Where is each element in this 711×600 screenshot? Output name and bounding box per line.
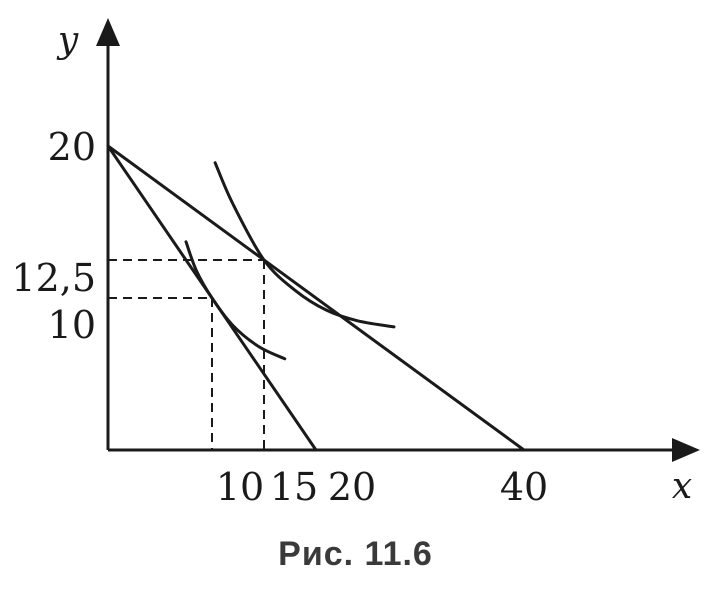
budget-line — [106, 144, 526, 452]
x-axis-arrow-icon — [672, 438, 700, 462]
figure-caption: Рис. 11.6 — [278, 535, 433, 573]
x-axis-label: x — [672, 466, 692, 507]
y-axis-arrow-icon — [96, 18, 120, 46]
x-tick-label: 20 — [328, 465, 376, 509]
guide-lines — [108, 259, 265, 450]
x-tick-label: 10 — [216, 465, 264, 509]
y-axis-label: y — [56, 20, 79, 61]
tick-labels: 20 12,5 10 10 15 20 40 y x — [11, 20, 692, 509]
y-tick-label: 10 — [48, 303, 96, 347]
y-tick-label: 20 — [48, 125, 96, 169]
x-tick-label: 40 — [500, 465, 548, 509]
indifference-curves — [184, 161, 396, 361]
y-tick-label: 12,5 — [11, 256, 96, 300]
indifference-curve — [184, 240, 287, 361]
axes — [96, 18, 700, 462]
indifference-curve — [213, 161, 396, 329]
x-tick-label: 15 — [270, 465, 318, 509]
